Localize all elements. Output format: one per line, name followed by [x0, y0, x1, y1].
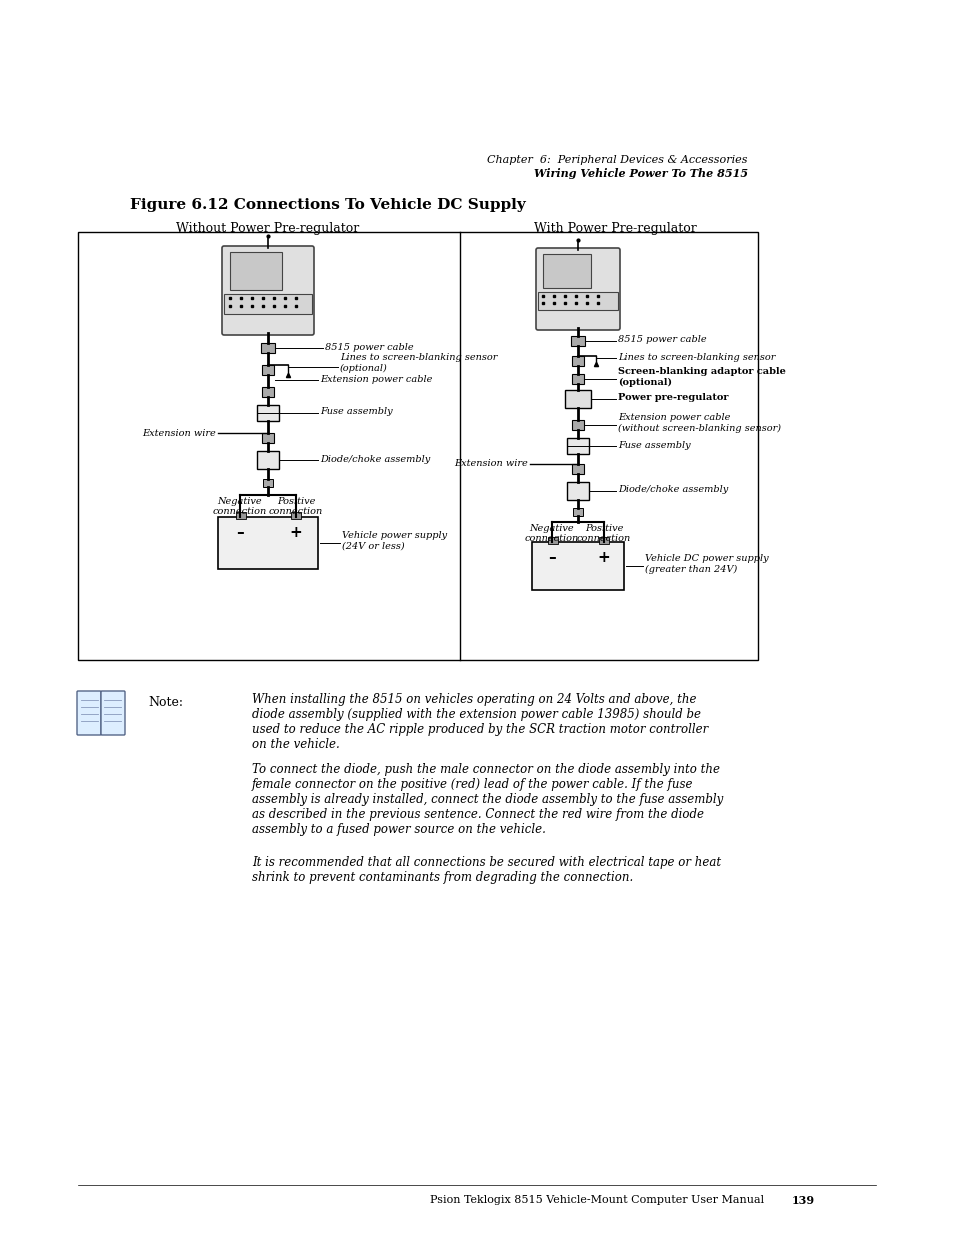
Text: –: – — [548, 550, 556, 564]
Text: When installing the 8515 on vehicles operating on 24 Volts and above, the
diode : When installing the 8515 on vehicles ope… — [252, 693, 707, 751]
Text: Without Power Pre-regulator: Without Power Pre-regulator — [176, 222, 359, 235]
Text: Diode/choke assembly: Diode/choke assembly — [618, 485, 727, 494]
Bar — [598, 537, 608, 543]
Text: Vehicle power supply
(24V or less): Vehicle power supply (24V or less) — [341, 531, 447, 551]
Text: With Power Pre-regulator: With Power Pre-regulator — [533, 222, 696, 235]
Bar — [261, 343, 274, 353]
Bar — [572, 420, 583, 430]
Bar — [224, 294, 312, 314]
Text: Chapter  6:  Peripheral Devices & Accessories: Chapter 6: Peripheral Devices & Accessor… — [487, 156, 747, 165]
Bar — [572, 374, 583, 384]
Bar — [262, 366, 274, 375]
Bar — [235, 513, 246, 519]
Bar — [547, 537, 558, 543]
Text: Extension power cable
(without screen-blanking sensor): Extension power cable (without screen-bl… — [618, 414, 781, 432]
Text: Positive
connection: Positive connection — [577, 524, 631, 543]
Bar — [291, 513, 301, 519]
FancyBboxPatch shape — [77, 692, 101, 735]
Text: Extension power cable: Extension power cable — [319, 374, 432, 384]
Bar — [566, 438, 588, 454]
Text: Note:: Note: — [148, 697, 183, 709]
Text: Lines to screen-blanking sensor
(optional): Lines to screen-blanking sensor (optiona… — [339, 353, 497, 373]
Text: Extension wire: Extension wire — [142, 429, 215, 437]
Text: Diode/choke assembly: Diode/choke assembly — [319, 454, 430, 463]
Text: 8515 power cable: 8515 power cable — [618, 336, 706, 345]
Bar — [573, 508, 582, 516]
Bar — [230, 252, 282, 290]
Text: Extension wire: Extension wire — [454, 459, 527, 468]
Text: Fuse assembly: Fuse assembly — [319, 408, 393, 416]
FancyBboxPatch shape — [222, 246, 314, 335]
Bar — [572, 356, 583, 366]
Bar — [256, 451, 278, 469]
Text: Lines to screen-blanking sensor: Lines to screen-blanking sensor — [618, 352, 775, 362]
Bar — [262, 387, 274, 396]
FancyBboxPatch shape — [101, 692, 125, 735]
Text: Psion Teklogix 8515 Vehicle-Mount Computer User Manual: Psion Teklogix 8515 Vehicle-Mount Comput… — [430, 1195, 763, 1205]
Text: Negative
connection: Negative connection — [524, 524, 578, 543]
Bar — [263, 479, 273, 487]
Text: –: – — [236, 525, 244, 540]
Text: Power pre-regulator: Power pre-regulator — [618, 394, 728, 403]
Bar — [542, 254, 590, 288]
Text: Vehicle DC power supply
(greater than 24V): Vehicle DC power supply (greater than 24… — [644, 555, 768, 574]
Text: To connect the diode, push the male connector on the diode assembly into the
fem: To connect the diode, push the male conn… — [252, 763, 722, 836]
Bar — [78, 232, 758, 659]
Text: +: + — [597, 550, 610, 564]
Bar — [572, 464, 583, 474]
Bar — [532, 542, 623, 590]
Text: Figure 6.12 Connections To Vehicle DC Supply: Figure 6.12 Connections To Vehicle DC Su… — [130, 198, 525, 212]
Text: 8515 power cable: 8515 power cable — [325, 342, 414, 352]
Text: Positive
connection: Positive connection — [269, 496, 323, 516]
Text: Wiring Vehicle Power To The 8515: Wiring Vehicle Power To The 8515 — [534, 168, 747, 179]
Bar — [566, 482, 588, 500]
Text: Screen-blanking adaptor cable
(optional): Screen-blanking adaptor cable (optional) — [618, 367, 785, 387]
Bar — [218, 517, 317, 569]
FancyBboxPatch shape — [536, 248, 619, 330]
Bar — [537, 291, 618, 310]
Bar — [256, 405, 278, 421]
Text: Fuse assembly: Fuse assembly — [618, 441, 690, 450]
Bar — [262, 433, 274, 443]
Bar — [564, 390, 590, 408]
Text: +: + — [290, 525, 302, 540]
Text: Negative
connection: Negative connection — [213, 496, 267, 516]
Text: 139: 139 — [791, 1195, 814, 1207]
Bar — [571, 336, 584, 346]
Text: It is recommended that all connections be secured with electrical tape or heat
s: It is recommended that all connections b… — [252, 856, 720, 884]
